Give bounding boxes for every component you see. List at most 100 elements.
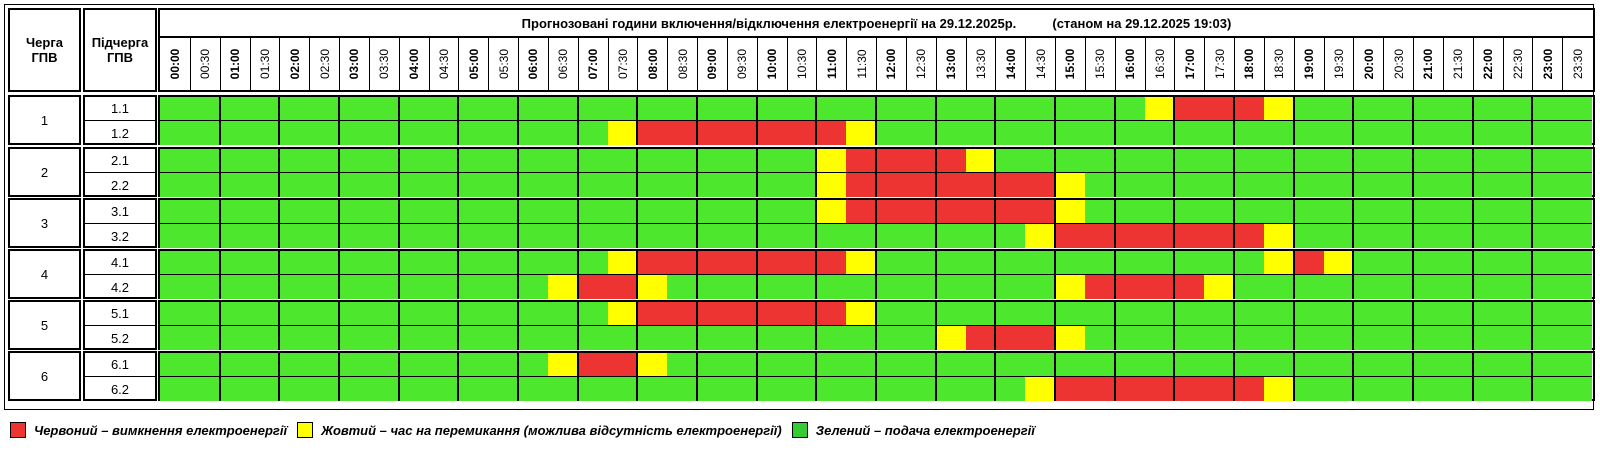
slot-cell [1025,149,1056,173]
slot-cell [786,353,817,377]
slot-cell [1323,275,1354,299]
slot-cell [1383,302,1414,326]
hour-divider [1352,121,1355,145]
slot-cell [577,302,608,326]
slot-cell [1413,224,1444,248]
slot-cell [458,173,489,197]
hour-divider [338,275,340,299]
slot-cell [577,200,608,224]
slot-cell [1204,173,1235,197]
hour-divider [278,121,281,145]
slot-cell [488,224,519,248]
slot-cell [279,275,310,299]
slot-cell [1263,302,1295,326]
legend-swatch-yellow [297,422,314,438]
slot-cell [1323,149,1354,173]
slot-cell [697,353,728,377]
slot-cell [368,251,400,275]
hour-divider [1352,251,1355,275]
subqueue-label-1-2: 1.2 [110,125,130,141]
hour-divider [1113,97,1116,121]
slot-cell [995,149,1026,173]
legend: Червоний – вимкнення електроенергії Жовт… [10,421,1045,439]
time-label: 14:00 [1003,48,1018,80]
slot-cell [726,377,758,401]
slot-cell [1234,275,1265,299]
slot-cell [1532,326,1563,350]
hour-divider [1292,377,1295,401]
slot-cell [726,200,758,224]
hour-divider [576,97,579,121]
hour-divider [1352,275,1355,299]
slot-cell [1084,149,1116,173]
slot-cell [1323,173,1354,197]
hour-divider [755,97,758,121]
slot-cell [160,149,191,173]
slot-cell [219,251,250,275]
hour-divider [397,326,400,350]
slot-cell [1144,377,1175,401]
slot-cell [577,377,608,401]
slot-cell [667,377,698,401]
time-slot-2000: 20:00 [1353,38,1383,90]
slot-cell [518,200,549,224]
slot-cell [667,275,698,299]
hour-divider [755,377,758,401]
slot-cell [697,275,728,299]
slot-cell [1174,224,1205,248]
slot-cell [488,275,519,299]
hour-divider [1054,149,1056,173]
slot-cell [1442,353,1474,377]
slot-cell [1174,275,1205,299]
slot-cell [1472,224,1503,248]
time-label: 23:30 [1570,48,1585,80]
hour-divider [994,377,997,401]
slot-cell [1263,149,1295,173]
slot-cell [905,200,937,224]
slot-cell [368,302,400,326]
slot-cell [1293,173,1324,197]
time-slot-0430: 04:30 [428,38,459,90]
slot-cell [518,224,549,248]
time-slot-0800: 08:00 [637,38,667,90]
hour-divider [1233,224,1235,248]
slot-cell [935,224,966,248]
slot-cell [726,302,758,326]
schedule-title: Прогнозовані години включення/відключенн… [521,15,1232,31]
hour-divider [994,275,997,299]
time-slot-0300: 03:00 [339,38,369,90]
slot-cell [697,302,728,326]
slot-cell [1174,149,1205,173]
hour-divider [576,326,579,350]
slot-cell [667,173,698,197]
slot-cell [1532,353,1563,377]
hour-divider [636,224,639,248]
hour-divider [636,353,639,377]
slot-cell [905,275,937,299]
hour-divider [397,353,400,377]
hour-divider [696,326,698,350]
slot-cell [935,173,966,197]
slot-cell [1025,224,1056,248]
hour-divider [934,251,937,275]
hour-divider [1233,97,1235,121]
time-slot-1830: 18:30 [1263,38,1294,90]
slot-cell [1144,251,1175,275]
slot-cell [577,326,608,350]
slot-cell [249,149,280,173]
slot-cell [249,97,280,121]
slot-cell [756,200,787,224]
time-slot-1200: 12:00 [876,38,906,90]
slot-cell [1144,353,1175,377]
slot-cell [1055,200,1086,224]
hour-divider [278,173,281,197]
hour-divider [934,224,937,248]
slot-cell [189,97,221,121]
hour-divider [338,302,340,326]
time-label: 17:00 [1182,48,1197,80]
time-label: 18:30 [1272,48,1287,80]
slot-cell [1442,251,1474,275]
slot-cell [1144,200,1175,224]
hour-divider [636,173,639,197]
slot-cell [1353,173,1384,197]
